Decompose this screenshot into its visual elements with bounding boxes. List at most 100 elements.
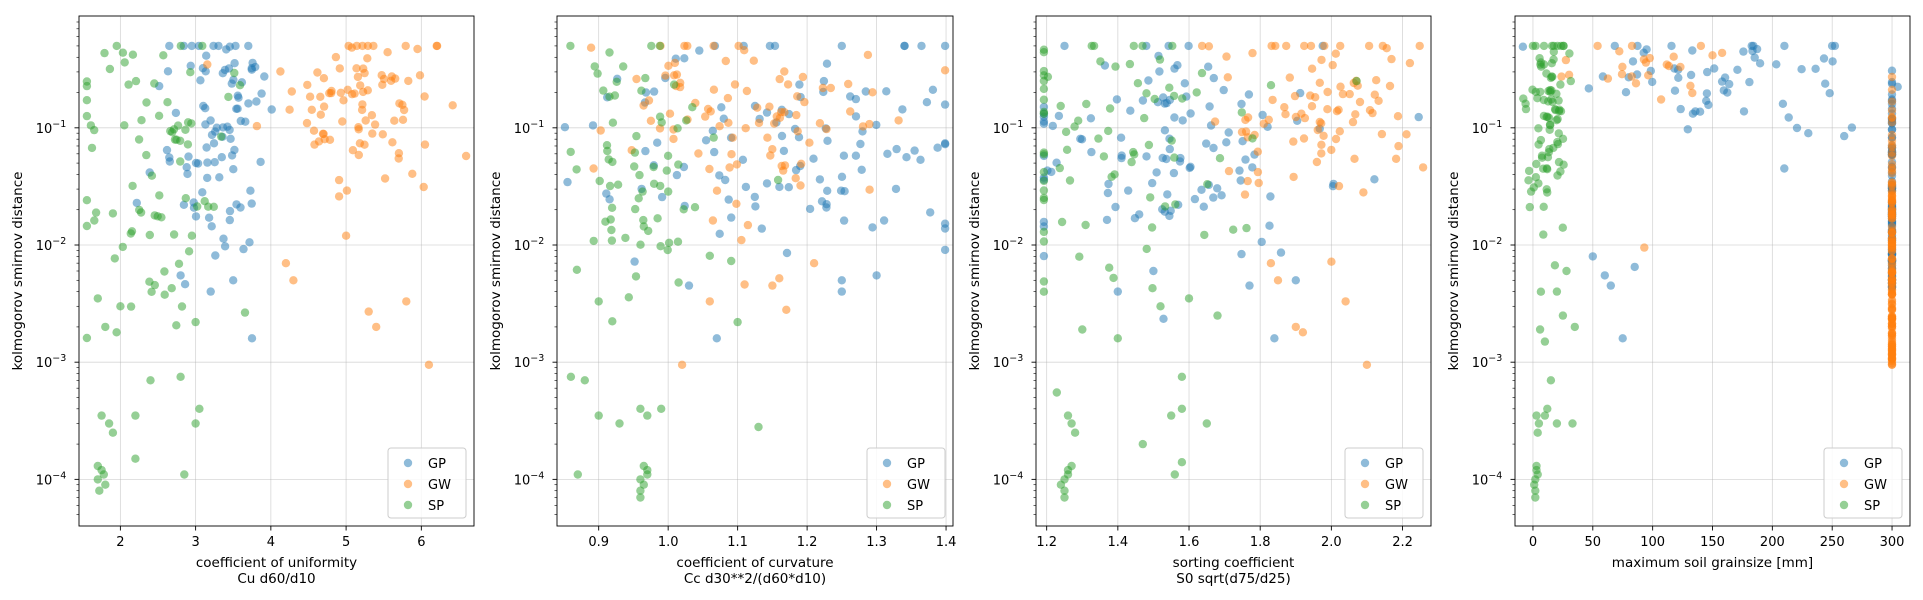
data-point-sp bbox=[112, 328, 121, 337]
y-axis-label: kolmogorov smirnov distance bbox=[1446, 172, 1462, 371]
data-point-gp bbox=[1600, 271, 1610, 280]
data-point-gw bbox=[793, 92, 802, 101]
data-point-sp bbox=[1202, 419, 1212, 428]
data-point-gw bbox=[782, 305, 791, 314]
data-point-gp bbox=[837, 276, 846, 285]
data-point-gp bbox=[225, 42, 234, 51]
data-point-sp bbox=[1543, 153, 1553, 162]
data-point-sp bbox=[637, 86, 646, 95]
data-point-sp bbox=[167, 284, 176, 293]
data-point-gp bbox=[1828, 57, 1837, 66]
data-point-sp bbox=[1039, 95, 1049, 104]
data-point-sp bbox=[1039, 150, 1049, 159]
data-point-sp bbox=[1568, 419, 1577, 428]
data-point-gp bbox=[176, 271, 185, 280]
data-point-sp bbox=[1539, 164, 1548, 173]
data-point-gp bbox=[823, 186, 832, 195]
data-point-gp bbox=[1185, 163, 1194, 173]
data-point-gw bbox=[737, 235, 746, 245]
data-point-sp bbox=[607, 236, 617, 245]
data-point-gp bbox=[782, 248, 792, 258]
data-point-gp bbox=[872, 271, 881, 280]
x-tick-label: 1.4 bbox=[1108, 535, 1129, 550]
x-tick-label: 200 bbox=[1760, 535, 1785, 550]
data-point-gp bbox=[1702, 89, 1712, 98]
data-point-gw bbox=[1359, 188, 1368, 197]
data-point-gw bbox=[708, 216, 718, 225]
data-point-gw bbox=[797, 159, 806, 168]
data-point-gp bbox=[209, 41, 218, 51]
data-point-gw bbox=[352, 64, 361, 73]
data-point-sp bbox=[674, 160, 683, 169]
data-point-gp bbox=[252, 97, 261, 106]
data-point-gw bbox=[768, 145, 777, 154]
data-point-gp bbox=[1213, 184, 1222, 193]
data-point-sp bbox=[147, 287, 156, 296]
data-point-gp bbox=[1639, 48, 1648, 57]
data-points bbox=[1518, 41, 1902, 502]
data-point-gp bbox=[1276, 248, 1286, 257]
data-point-sp bbox=[624, 293, 633, 302]
data-point-gw bbox=[319, 74, 329, 83]
data-point-sp bbox=[110, 254, 120, 263]
data-point-gp bbox=[784, 183, 793, 192]
data-point-gw bbox=[1319, 131, 1328, 140]
data-point-gp bbox=[1152, 168, 1161, 177]
data-point-gp bbox=[256, 157, 265, 167]
data-point-sp bbox=[87, 143, 97, 153]
data-point-sp bbox=[1534, 419, 1544, 428]
data-point-sp bbox=[183, 140, 193, 149]
data-point-gp bbox=[212, 123, 221, 132]
data-point-gp bbox=[1209, 143, 1218, 153]
y-tick-label: 10−3 bbox=[1472, 353, 1503, 371]
scatter-panel-2: 0.9 1.0 1.1 1.2 1.3 1.4 10−4 10−3 10−2 10−1 coeffi… bbox=[488, 15, 956, 587]
data-point-sp bbox=[150, 211, 159, 220]
data-point-gw bbox=[768, 281, 777, 290]
data-point-gw bbox=[1564, 70, 1574, 80]
data-point-sp bbox=[1133, 79, 1143, 88]
data-point-gw bbox=[815, 119, 825, 128]
data-point-gp bbox=[229, 165, 238, 174]
data-point-gp bbox=[1674, 73, 1683, 83]
data-point-sp bbox=[1197, 68, 1207, 78]
legend-box bbox=[1823, 447, 1903, 519]
data-point-gw bbox=[728, 133, 737, 142]
data-point-gw bbox=[356, 81, 365, 90]
data-point-sp bbox=[93, 461, 103, 471]
data-point-gp bbox=[940, 245, 950, 255]
data-point-gp bbox=[724, 195, 733, 204]
data-point-sp bbox=[572, 165, 581, 174]
data-point-sp bbox=[1052, 388, 1062, 397]
data-point-gw bbox=[1686, 81, 1695, 91]
data-point-gw bbox=[694, 149, 703, 158]
data-point-sp bbox=[1138, 439, 1148, 449]
data-point-gp bbox=[1169, 168, 1179, 178]
x-axis-label: sorting coefficient bbox=[1173, 555, 1295, 571]
data-point-gp bbox=[891, 184, 901, 194]
data-point-sp bbox=[1536, 287, 1546, 296]
data-point-gp bbox=[1719, 86, 1729, 95]
data-point-gw bbox=[1222, 52, 1231, 61]
data-point-sp bbox=[1165, 83, 1174, 92]
data-point-sp bbox=[1039, 186, 1049, 195]
data-point-gw bbox=[1306, 91, 1315, 100]
data-point-sp bbox=[142, 98, 151, 107]
data-point-sp bbox=[1192, 88, 1201, 97]
data-point-sp bbox=[1242, 223, 1251, 233]
data-point-gp bbox=[198, 188, 207, 197]
data-point-sp bbox=[176, 41, 185, 51]
y-axis-label: kolmogorov smirnov distance bbox=[488, 172, 504, 371]
data-point-gp bbox=[202, 143, 211, 152]
data-point-gw bbox=[1243, 176, 1252, 186]
data-point-gw bbox=[709, 85, 719, 94]
data-point-sp bbox=[1215, 154, 1225, 163]
legend-marker-gw bbox=[1839, 479, 1849, 489]
data-point-sp bbox=[1547, 59, 1557, 68]
data-point-sp bbox=[573, 470, 582, 479]
data-point-gw bbox=[432, 41, 442, 51]
data-point-gw bbox=[749, 56, 758, 65]
data-point-gw bbox=[358, 87, 368, 97]
data-point-sp bbox=[663, 151, 673, 160]
data-point-gp bbox=[257, 89, 266, 98]
data-point-gp bbox=[1821, 79, 1830, 88]
